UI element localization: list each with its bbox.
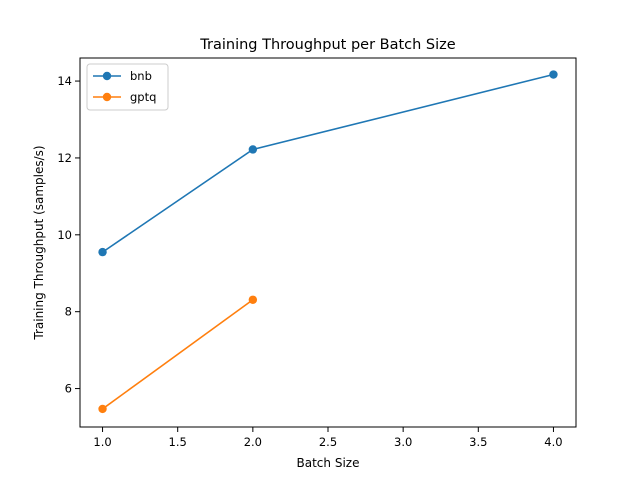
legend: bnb gptq (86, 63, 169, 111)
data-point-bnb (549, 70, 558, 79)
plot-area: 1.0 1.5 2.0 2.5 3.0 3.5 4.0 6 8 10 12 14 (57, 70, 563, 449)
x-tick-label: 2.0 (244, 435, 262, 449)
legend-label-bnb: bnb (130, 69, 152, 83)
series-line-gptq (102, 299, 254, 410)
data-point-gptq (98, 404, 107, 414)
x-tick-label: 1.5 (169, 435, 187, 449)
data-point-bnb (98, 247, 107, 257)
x-axis-label: Batch Size (297, 456, 360, 470)
y-tick-label: 10 (57, 228, 72, 242)
x-tick-label: 3.0 (394, 435, 412, 449)
legend-label-gptq: gptq (130, 90, 156, 104)
x-tick-label: 1.0 (93, 435, 111, 449)
y-axis-label: Training Throughput (samples/s) (32, 145, 46, 340)
y-tick-label: 14 (57, 74, 72, 88)
data-point-gptq (248, 295, 258, 304)
data-point-bnb (248, 145, 258, 154)
y-tick-label: 12 (57, 151, 72, 165)
x-tick-label: 3.5 (469, 435, 487, 449)
x-tick-label: 2.5 (319, 435, 337, 449)
y-tick-label: 6 (65, 382, 72, 396)
x-tick-label: 4.0 (544, 435, 562, 449)
chart-title: Training Throughput per Batch Size (199, 37, 455, 53)
legend-marker-bnb (102, 71, 112, 81)
axes-frame (79, 57, 577, 428)
y-tick-label: 8 (65, 305, 72, 319)
legend-marker-gptq (102, 92, 112, 102)
